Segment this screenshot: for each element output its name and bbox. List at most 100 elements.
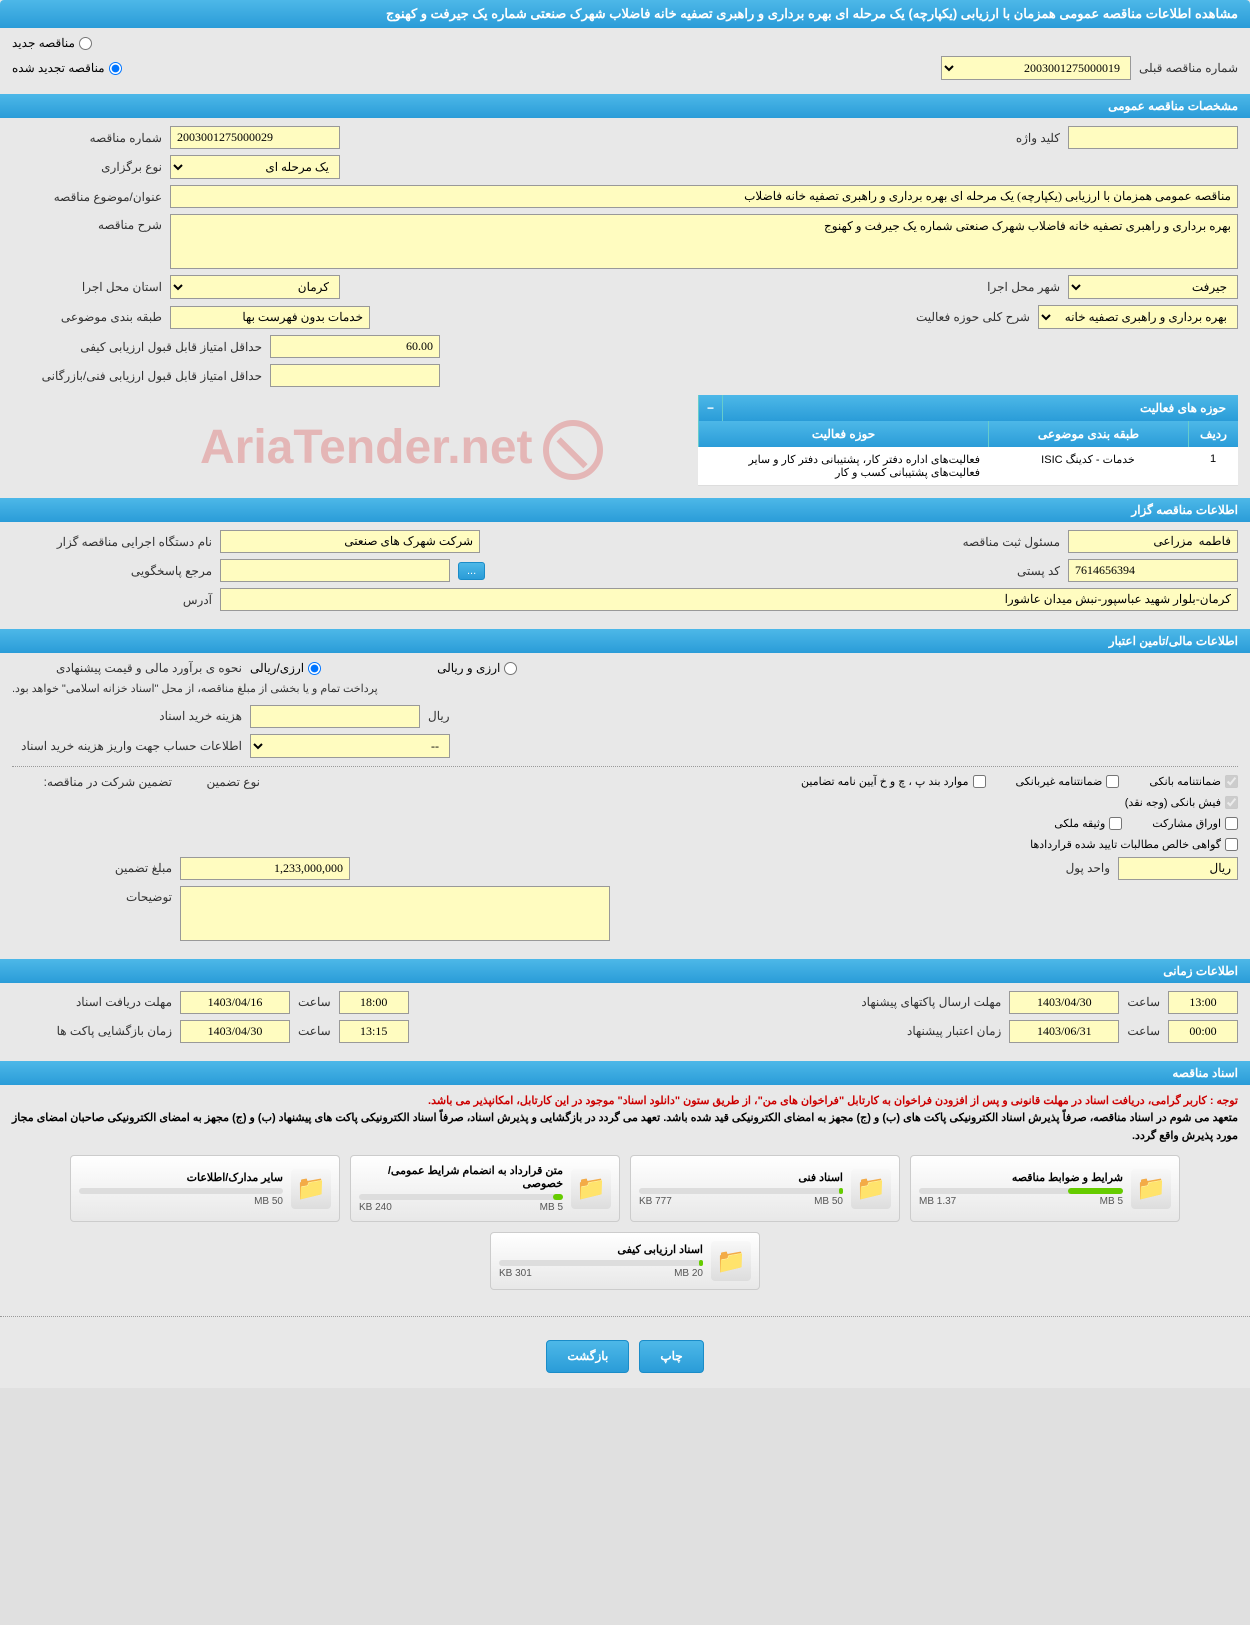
col-row: ردیف — [1188, 421, 1238, 447]
file-used: 301 KB — [499, 1268, 532, 1279]
notice-red-text: کاربر گرامی، دریافت اسناد در مهلت قانونی… — [428, 1095, 1207, 1107]
file-limit: 50 MB — [254, 1196, 283, 1207]
receive-deadline-label: مهلت دریافت اسناد — [12, 995, 172, 1009]
money-unit-label: واحد پول — [1066, 861, 1110, 875]
section-organizer-header: اطلاعات مناقصه گزار — [0, 498, 1250, 522]
file-progress-bar — [919, 1188, 1123, 1194]
file-used: 240 KB — [359, 1202, 392, 1213]
file-progress-bar — [79, 1188, 283, 1194]
cell-row-n: 1 — [1188, 447, 1238, 485]
folder-icon: 📁 — [711, 1241, 751, 1281]
address-input[interactable] — [220, 588, 1238, 611]
description-textarea[interactable]: بهره برداری و راهبری تصفیه خانه فاضلاب ش… — [170, 214, 1238, 269]
responsible-label: مسئول ثبت مناقصه — [963, 535, 1060, 549]
org-input[interactable] — [220, 530, 480, 553]
time-label-2: ساعت — [1127, 995, 1160, 1009]
guarantee-label: تضمین شرکت در مناقصه: — [12, 775, 172, 789]
price-method-label: نحوه ی برآورد مالی و قیمت پیشنهادی — [12, 661, 242, 675]
validity-time-input[interactable] — [1168, 1020, 1238, 1043]
col-activity: حوزه فعالیت — [698, 421, 988, 447]
currency-unit: ریال — [428, 709, 450, 723]
activity-scope-select[interactable]: بهره برداری و راهبری تصفیه خانه فاضلاب ش… — [1038, 305, 1238, 329]
type-label: نوع برگزاری — [12, 160, 162, 174]
description-label: شرح مناقصه — [12, 214, 162, 232]
type-select[interactable]: یک مرحله ای — [170, 155, 340, 179]
classification-label: طبقه بندی موضوعی — [12, 310, 162, 324]
validity-date-input[interactable] — [1009, 1020, 1119, 1043]
collapse-icon[interactable]: − — [698, 395, 722, 421]
classification-input[interactable] — [170, 306, 370, 329]
file-grid: 📁 شرایط و ضوابط مناقصه 5 MB1.37 MB 📁 اسن… — [12, 1145, 1238, 1300]
min-quality-score-input[interactable] — [270, 335, 440, 358]
guarantee-amount-input[interactable] — [180, 857, 350, 880]
folder-icon: 📁 — [571, 1169, 611, 1209]
file-title: سایر مدارک/اطلاعات — [79, 1171, 283, 1184]
col-classification: طبقه بندی موضوعی — [988, 421, 1188, 447]
radio-renewed-tender[interactable]: مناقصه تجدید شده — [12, 61, 122, 75]
chk-receivables[interactable]: گواهی خالص مطالبات تایید شده قراردادها — [268, 838, 1238, 851]
city-select[interactable]: جیرفت — [1068, 275, 1238, 299]
radio-new-tender[interactable]: مناقصه جدید — [12, 36, 92, 50]
file-card[interactable]: 📁 سایر مدارک/اطلاعات 50 MB — [70, 1155, 340, 1222]
cell-activity: فعالیت‌های اداره دفتر کار، پشتیبانی دفتر… — [698, 447, 988, 485]
activity-table-header: حوزه های فعالیت − — [698, 395, 1238, 421]
account-info-label: اطلاعات حساب جهت واریز هزینه خرید اسناد — [12, 739, 242, 753]
responder-label: مرجع پاسخگویی — [12, 564, 212, 578]
postal-input[interactable] — [1068, 559, 1238, 582]
print-button[interactable]: چاپ — [639, 1340, 703, 1373]
radio-rial[interactable]: ارزی/ریالی — [250, 661, 321, 675]
chk-nonbank-guarantee[interactable]: ضمانتنامه غیربانکی — [1016, 775, 1120, 788]
page-title: مشاهده اطلاعات مناقصه عمومی همزمان با ار… — [0, 0, 1250, 28]
subject-label: عنوان/موضوع مناقصه — [12, 190, 162, 204]
docs-notice: توجه : کاربر گرامی، دریافت اسناد در مهلت… — [12, 1093, 1238, 1146]
file-card[interactable]: 📁 شرایط و ضوابط مناقصه 5 MB1.37 MB — [910, 1155, 1180, 1222]
prev-number-label: شماره مناقصه قبلی — [1139, 61, 1238, 75]
folder-icon: 📁 — [291, 1169, 331, 1209]
keyword-input[interactable] — [1068, 126, 1238, 149]
activity-table-title: حوزه های فعالیت — [722, 395, 1238, 421]
responder-input[interactable] — [220, 559, 450, 582]
radio-currency[interactable]: ارزی و ریالی — [437, 661, 517, 675]
submit-time-input[interactable] — [1168, 991, 1238, 1014]
back-button[interactable]: بازگشت — [546, 1340, 629, 1373]
chk-cash[interactable]: فیش بانکی (وجه نقد) — [268, 796, 1238, 809]
radio-renewed-label: مناقصه تجدید شده — [12, 61, 105, 75]
file-used: 777 KB — [639, 1196, 672, 1207]
opening-date-input[interactable] — [180, 1020, 290, 1043]
chk-bonds[interactable]: اوراق مشارکت — [1152, 817, 1238, 830]
file-progress-bar — [499, 1260, 703, 1266]
subject-input[interactable] — [170, 185, 1238, 208]
time-label-1: ساعت — [298, 995, 331, 1009]
money-unit-input[interactable] — [1118, 857, 1238, 880]
receive-time-input[interactable] — [339, 991, 409, 1014]
province-label: استان محل اجرا — [12, 280, 162, 294]
submit-date-input[interactable] — [1009, 991, 1119, 1014]
doc-cost-input[interactable] — [250, 705, 420, 728]
divider — [12, 766, 1238, 767]
chk-property[interactable]: وثیقه ملکی — [1054, 817, 1122, 830]
address-label: آدرس — [12, 593, 212, 607]
opening-time-input[interactable] — [339, 1020, 409, 1043]
file-limit: 5 MB — [540, 1202, 563, 1213]
chk-items[interactable]: موارد بند پ ، چ و خ آیین نامه تضامین — [801, 775, 985, 788]
file-card[interactable]: 📁 اسناد فنی 50 MB777 KB — [630, 1155, 900, 1222]
responsible-input[interactable] — [1068, 530, 1238, 553]
receive-date-input[interactable] — [180, 991, 290, 1014]
responder-lookup-button[interactable]: ... — [458, 562, 485, 580]
file-progress-bar — [639, 1188, 843, 1194]
time-label-3: ساعت — [298, 1024, 331, 1038]
min-tech-score-input[interactable] — [270, 364, 440, 387]
file-card[interactable]: 📁 متن قرارداد به انضمام شرایط عمومی/خصوص… — [350, 1155, 620, 1222]
keyword-label: کلید واژه — [1016, 131, 1060, 145]
file-card[interactable]: 📁 اسناد ارزیابی کیفی 20 MB301 KB — [490, 1232, 760, 1290]
chk-bank-guarantee[interactable]: ضمانتنامه بانکی — [1149, 775, 1238, 788]
tender-number-input[interactable] — [170, 126, 340, 149]
payment-note: پرداخت تمام و یا بخشی از مبلغ مناقصه، از… — [12, 681, 378, 699]
file-progress-bar — [359, 1194, 563, 1200]
prev-number-select[interactable]: 2003001275000019 — [941, 56, 1131, 80]
folder-icon: 📁 — [1131, 1169, 1171, 1209]
province-select[interactable]: کرمان — [170, 275, 340, 299]
notes-textarea[interactable] — [180, 886, 610, 941]
file-title: اسناد فنی — [639, 1171, 843, 1184]
account-select[interactable]: -- — [250, 734, 450, 758]
